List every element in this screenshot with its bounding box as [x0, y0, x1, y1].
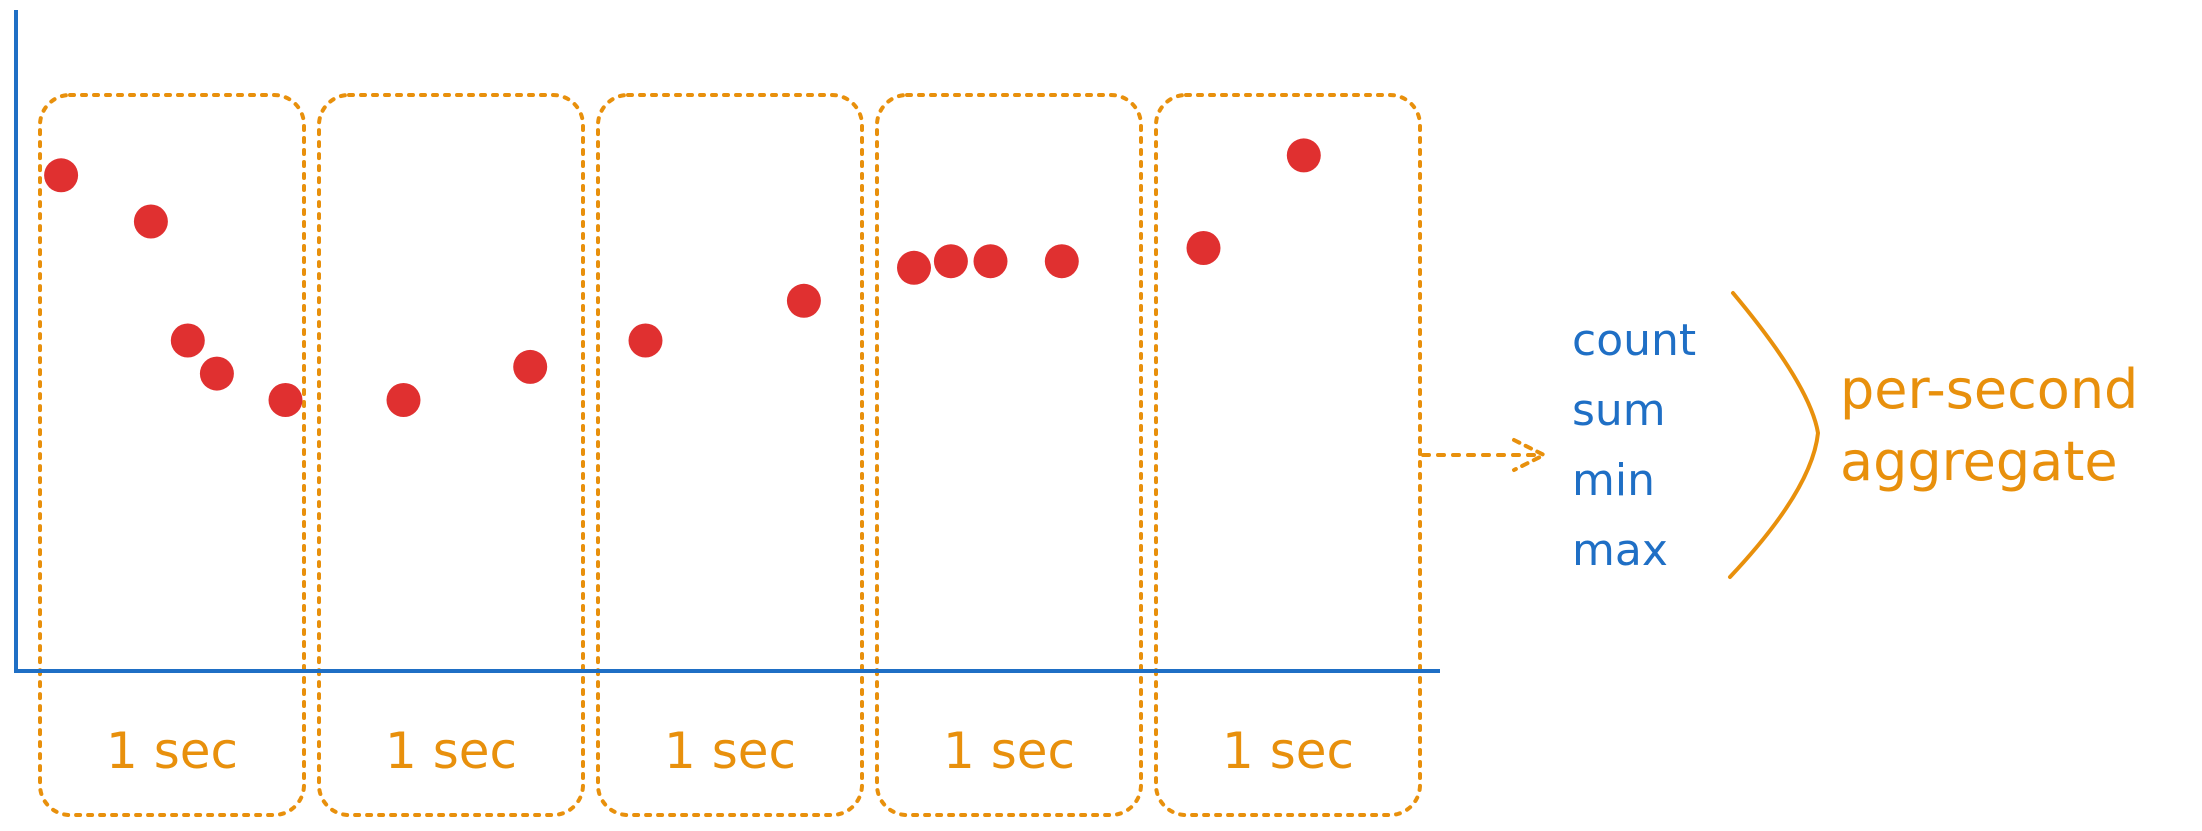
window-label-2: 1 sec — [385, 722, 517, 780]
data-point-10 — [897, 250, 931, 285]
data-point-1 — [44, 158, 79, 193]
metric-sum: sum — [1572, 385, 1666, 436]
time-windows: 1 sec 1 sec 1 sec 1 sec 1 sec — [38, 93, 1422, 817]
result-label: per-second aggregate — [1840, 358, 2138, 493]
time-window-5 — [1154, 93, 1422, 817]
data-point-12 — [973, 244, 1008, 279]
data-point-14 — [1186, 231, 1221, 265]
data-point-3 — [170, 323, 205, 358]
window-label-4: 1 sec — [943, 722, 1075, 780]
grouping-brace — [1728, 291, 1821, 579]
data-point-11 — [933, 244, 968, 279]
metric-count: count — [1572, 315, 1696, 366]
window-label-3: 1 sec — [664, 722, 796, 780]
result-line-1: per-second — [1840, 358, 2138, 421]
window-label-1: 1 sec — [106, 722, 238, 780]
data-point-2 — [133, 204, 168, 239]
data-point-4 — [199, 356, 234, 391]
output-arrow — [1421, 438, 1549, 472]
data-point-7 — [513, 349, 548, 384]
data-point-15 — [1286, 138, 1321, 173]
data-point-6 — [386, 383, 421, 417]
window-label-5: 1 sec — [1222, 722, 1354, 780]
time-window-4 — [875, 93, 1143, 817]
metric-min: min — [1572, 455, 1655, 506]
data-point-9 — [786, 283, 821, 318]
data-point-8 — [628, 323, 663, 358]
metric-max: max — [1572, 525, 1668, 576]
time-window-3 — [596, 93, 864, 817]
time-window-1 — [38, 93, 306, 817]
data-point-13 — [1044, 244, 1079, 279]
metric-list: count sum min max — [1572, 315, 1696, 576]
result-line-2: aggregate — [1840, 430, 2118, 493]
time-window-2 — [317, 93, 585, 817]
data-point-5 — [268, 383, 303, 417]
data-points — [44, 138, 1321, 417]
